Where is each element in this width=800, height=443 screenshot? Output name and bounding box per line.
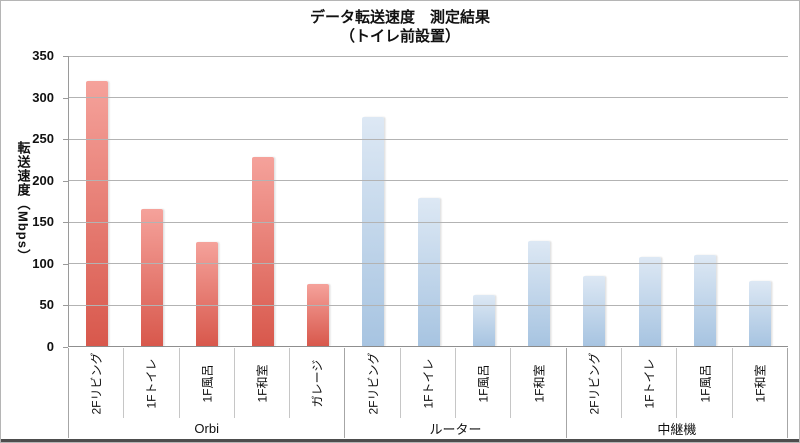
category-label: 2Fリビング — [366, 351, 381, 415]
chart-title-line1: データ転送速度 測定結果 — [309, 9, 490, 26]
bars-layer — [69, 56, 788, 346]
bar — [306, 283, 329, 346]
category-cell: 2Fリビング — [567, 348, 621, 418]
gridline — [69, 56, 788, 57]
bar-cell — [456, 56, 511, 346]
y-tick-label: 50 — [39, 297, 54, 313]
category-label: 1F和室 — [753, 363, 768, 403]
chart-title-line2: （トイレ前設置） — [339, 28, 460, 45]
category-label: 1F風呂 — [698, 363, 713, 403]
bottom-frame-line — [1, 439, 799, 442]
category-cell: 1Fトイレ — [123, 348, 178, 418]
bar — [583, 275, 606, 346]
y-tick-label: 100 — [32, 255, 54, 271]
y-tick-mark — [63, 305, 68, 307]
y-tick-label: 0 — [46, 339, 54, 354]
category-label-row: 2Fリビング 1Fトイレ 1F風呂 1F和室 ガレージ — [69, 348, 344, 418]
bar-cell — [622, 56, 677, 346]
gridline — [69, 221, 788, 223]
category-cell: 1F和室 — [731, 348, 787, 418]
category-cell: 1F和室 — [233, 348, 289, 418]
y-tick-mark — [63, 139, 68, 141]
group-block: 2Fリビング 1Fトイレ 1F風呂 1F和室ルーター — [344, 348, 565, 438]
y-tick-label: 350 — [32, 48, 54, 63]
y-tick-mark — [63, 180, 68, 182]
y-tick-mark — [63, 263, 68, 265]
y-tick-mark — [63, 97, 68, 99]
bar — [196, 242, 219, 346]
bar-cell — [235, 56, 290, 346]
category-cell: 1F風呂 — [455, 348, 510, 418]
bar-group — [567, 56, 788, 346]
category-label: 1F風呂 — [476, 363, 491, 403]
y-tick-mark — [63, 56, 68, 57]
bar — [749, 280, 772, 346]
gridline — [69, 97, 788, 99]
bar-cell — [180, 56, 235, 346]
category-label-row: 2Fリビング 1Fトイレ 1F風呂 1F和室 — [345, 348, 565, 418]
category-cell: 1F風呂 — [676, 348, 731, 418]
category-label: 2Fリビング — [89, 351, 104, 415]
y-tick-mark — [63, 222, 68, 224]
bar-cell — [567, 56, 622, 346]
category-cell: 1F和室 — [510, 348, 565, 418]
category-label: 1F和室 — [255, 363, 270, 403]
category-axis: 2Fリビング 1Fトイレ 1F風呂 1F和室 ガレージ Orbi 2Fリビング 1Fトイレ 1F… — [68, 348, 789, 438]
gridline — [69, 304, 788, 306]
plot-area — [68, 56, 788, 347]
category-cell: 1Fトイレ — [399, 348, 455, 418]
category-cell: 2Fリビング — [345, 348, 399, 418]
category-label: ガレージ — [310, 359, 325, 407]
category-cell: ガレージ — [289, 348, 344, 418]
bar-cell — [733, 56, 788, 346]
category-label: 1F和室 — [532, 363, 547, 403]
category-label: 1Fトイレ — [642, 357, 657, 409]
y-tick-label: 250 — [32, 131, 54, 147]
chart-title: データ転送速度 測定結果 （トイレ前設置） — [1, 8, 799, 46]
category-label: 1F風呂 — [200, 363, 215, 403]
group-label: Orbi — [194, 420, 219, 436]
bar-cell — [346, 56, 401, 346]
bar-cell — [124, 56, 179, 346]
bar — [140, 209, 163, 346]
bar — [85, 80, 108, 346]
bar-cell — [511, 56, 566, 346]
bar — [251, 157, 274, 346]
y-tick-label: 150 — [32, 214, 54, 230]
bar-cell — [69, 56, 124, 346]
y-tick-mark — [63, 347, 68, 348]
y-tick-label: 200 — [32, 172, 54, 188]
gridline — [69, 138, 788, 140]
group-label: ルーター — [429, 421, 482, 437]
category-label-row: 2Fリビング 1Fトイレ 1F風呂 1F和室 — [567, 348, 787, 418]
gridline — [69, 263, 788, 265]
y-axis-title: 転送速度（Mbps） — [15, 140, 31, 263]
bar — [694, 254, 717, 346]
category-cell: 1F風呂 — [178, 348, 234, 418]
y-tick-label: 300 — [32, 89, 54, 105]
bar — [638, 257, 661, 346]
bar — [472, 294, 495, 346]
bar — [417, 197, 440, 346]
group-block: 2Fリビング 1Fトイレ 1F風呂 1F和室中継機 — [565, 348, 789, 438]
category-cell: 1Fトイレ — [621, 348, 676, 418]
bar-cell — [290, 56, 345, 346]
category-label: 2Fリビング — [587, 351, 602, 415]
bar — [362, 116, 385, 346]
bar-cell — [401, 56, 456, 346]
group-block: 2Fリビング 1Fトイレ 1F風呂 1F和室 ガレージ Orbi — [68, 348, 344, 438]
bar-group — [69, 56, 346, 346]
category-cell: 2Fリビング — [69, 348, 123, 418]
category-label: 1Fトイレ — [144, 357, 159, 409]
gridline — [69, 180, 788, 182]
bar-group — [346, 56, 567, 346]
bar-cell — [677, 56, 732, 346]
group-label: 中継機 — [657, 421, 697, 437]
category-label: 1Fトイレ — [421, 357, 436, 409]
bar — [528, 240, 551, 346]
